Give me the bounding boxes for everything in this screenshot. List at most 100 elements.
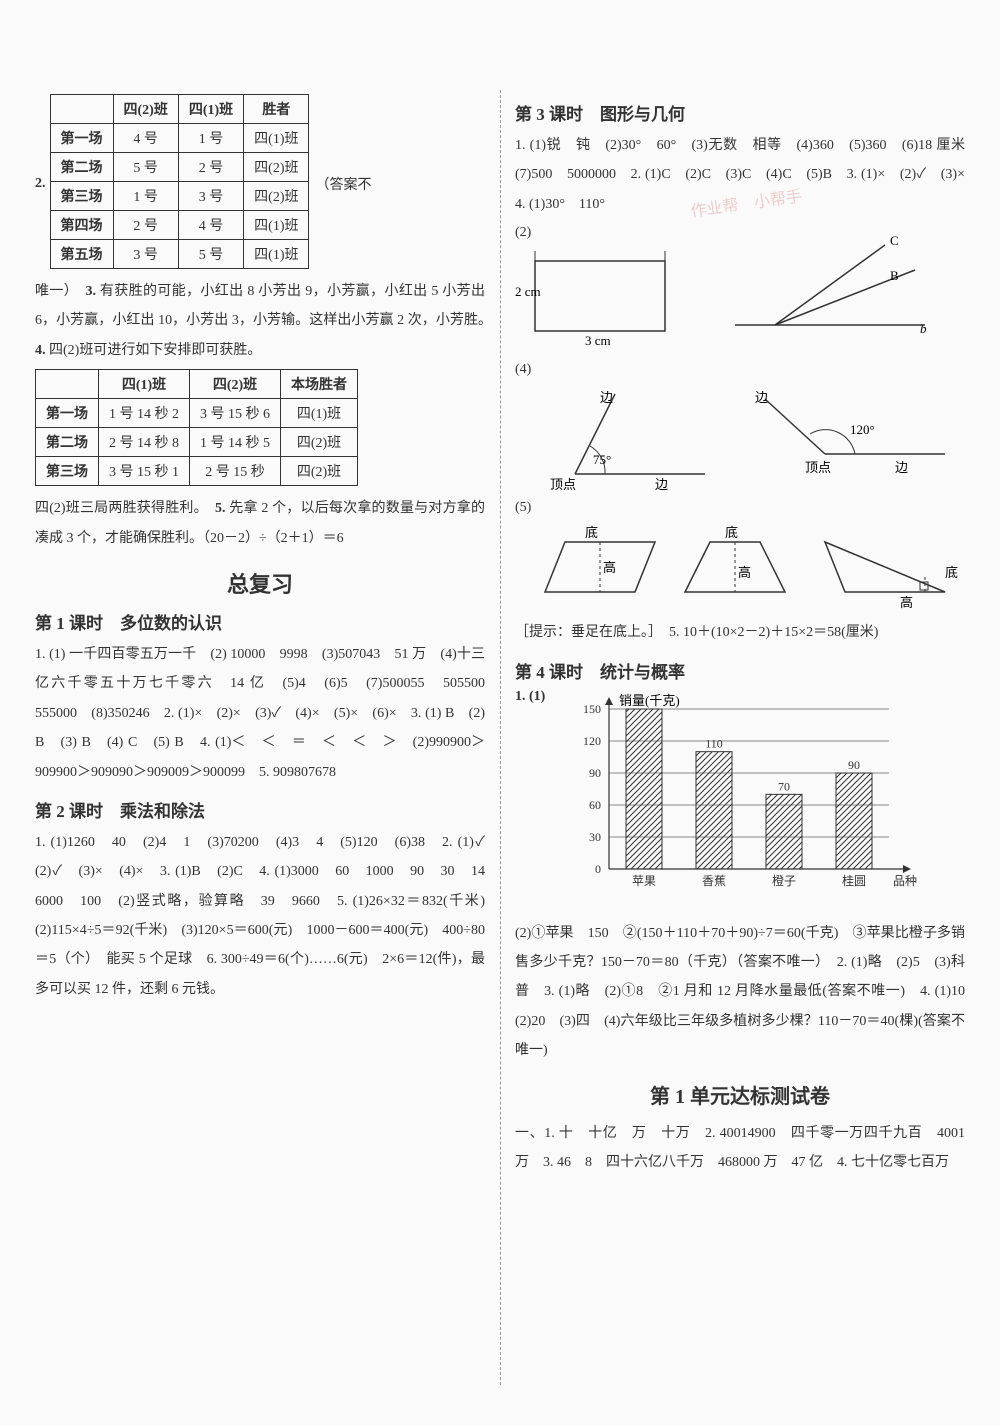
sec1-title: 第 1 课时 多位数的认识: [35, 609, 485, 634]
table-1: 四(2)班 四(1)班 胜者 第一场4 号1 号四(1)班 第二场5 号2 号四…: [50, 94, 310, 269]
svg-text:30: 30: [589, 830, 601, 844]
t1c: 第二场: [50, 153, 113, 182]
rect-diagram: (2) 3 cm 2 cm: [515, 225, 715, 356]
page: 2. 四(2)班 四(1)班 胜者 第一场4 号1 号四(1)班 第二场5 号2…: [0, 0, 1000, 1425]
q2-label: 2.: [35, 176, 46, 192]
t1c: 3 号: [113, 240, 178, 269]
a75r: 边: [655, 477, 668, 492]
t1c: 第三场: [50, 182, 113, 211]
t1-h1: 四(2)班: [113, 95, 178, 124]
p2a: 四(2)班三局两胜获得胜利。: [35, 501, 215, 516]
svg-text:高: 高: [900, 595, 913, 610]
t1c: 四(1)班: [244, 124, 309, 153]
t1c: 第一场: [50, 124, 113, 153]
t2c: 四(2)班: [281, 457, 358, 486]
p1c: 四(2)班可进行如下安排即可获胜。: [49, 343, 261, 358]
t2c: 1 号 14 秒 2: [99, 399, 190, 428]
svg-text:0: 0: [595, 862, 601, 876]
t2c: 第一场: [36, 399, 99, 428]
q2-sub: (2): [515, 225, 715, 241]
sec3-title: 第 3 课时 图形与几何: [515, 100, 965, 125]
t2c: 2 号 14 秒 8: [99, 428, 190, 457]
q5-sub: (5): [515, 500, 965, 516]
t1c: 3 号: [178, 182, 243, 211]
main-heading: 总复习: [35, 567, 485, 599]
angle-svg: C B b: [715, 225, 935, 345]
svg-text:底: 底: [945, 565, 958, 580]
t2c: 四(2)班: [281, 428, 358, 457]
svg-text:120: 120: [583, 734, 601, 748]
t1c: 四(2)班: [244, 182, 309, 211]
trap-shape: 底 高: [665, 522, 805, 612]
rect-w: 3 cm: [585, 333, 611, 348]
sec2-title: 第 2 课时 乘法和除法: [35, 797, 485, 822]
sec2-body: 1. (1)1260 40 (2)4 1 (3)70200 (4)3 4 (5)…: [35, 828, 485, 1004]
t2c: 1 号 14 秒 5: [190, 428, 281, 457]
t1c: 4 号: [113, 124, 178, 153]
tri-shape: 底 高: [805, 522, 965, 612]
t1c: 5 号: [113, 153, 178, 182]
para-shape: 底 高: [515, 522, 665, 612]
left-column: 2. 四(2)班 四(1)班 胜者 第一场4 号1 号四(1)班 第二场5 号2…: [20, 90, 500, 1385]
a75t: 边: [600, 390, 613, 405]
table-2: 四(1)班 四(2)班 本场胜者 第一场1 号 14 秒 23 号 15 秒 6…: [35, 369, 358, 486]
t2-h2: 四(2)班: [190, 370, 281, 399]
a120: 120°: [850, 422, 875, 437]
chart-row: 1. (1) 销量(千克)0306090120150苹果110香蕉70橙子90桂…: [515, 689, 965, 919]
bar-chart: 销量(千克)0306090120150苹果110香蕉70橙子90桂圆品种: [553, 689, 933, 919]
unit1-body: 一、1. 十 十亿 万 十万 2. 40014900 四千零一万四千九百 400…: [515, 1119, 965, 1178]
svg-text:销量(千克): 销量(千克): [619, 693, 680, 708]
svg-text:品种: 品种: [893, 874, 917, 888]
t2c: 3 号 15 秒 1: [99, 457, 190, 486]
q4: 4.: [35, 343, 49, 358]
lblB: B: [890, 268, 899, 283]
svg-text:90: 90: [848, 758, 860, 772]
sec4-body: (2)①苹果 150 ②(150＋110＋70＋90)÷7＝60(千克) ③苹果…: [515, 919, 965, 1066]
q3: 3.: [85, 284, 99, 299]
p1b: 有获胜的可能，小红出 8 小芳出 9，小芳赢，小红出 5 小芳出 6，小芳赢，小…: [35, 284, 499, 328]
t2-h0: [36, 370, 99, 399]
column-divider: [500, 90, 501, 1385]
rect-svg: 3 cm 2 cm: [515, 241, 705, 351]
t2c: 3 号 15 秒 6: [190, 399, 281, 428]
svg-text:110: 110: [706, 736, 724, 750]
t1c: 1 号: [178, 124, 243, 153]
svg-text:苹果: 苹果: [632, 874, 656, 888]
svg-text:高: 高: [738, 565, 751, 580]
unit1-title: 第 1 单元达标测试卷: [515, 1080, 965, 1109]
svg-text:60: 60: [589, 798, 601, 812]
t1c: 四(1)班: [244, 240, 309, 269]
angle120-svg: 120° 边 顶点 边: [725, 384, 955, 494]
angle75-svg: 75° 边 顶点 边: [515, 384, 725, 494]
t1c: 四(2)班: [244, 153, 309, 182]
sec4-title: 第 4 课时 统计与概率: [515, 658, 965, 683]
diagram-row-5: 底 高 底 高 底 高: [515, 522, 965, 612]
a120l: 顶点: [805, 460, 831, 475]
q4-sub: (4): [515, 362, 965, 378]
svg-text:高: 高: [603, 560, 616, 575]
para-2: 四(2)班三局两胜获得胜利。 5. 先拿 2 个，以后每次拿的数量与对方拿的凑成…: [35, 494, 485, 553]
p1a: 唯一）: [35, 284, 85, 299]
svg-text:桂圆: 桂圆: [842, 873, 866, 888]
lblb: b: [920, 321, 927, 336]
t2-h1: 四(1)班: [99, 370, 190, 399]
q2-block: 2. 四(2)班 四(1)班 胜者 第一场4 号1 号四(1)班 第二场5 号2…: [35, 90, 485, 277]
t1c: 1 号: [113, 182, 178, 211]
t1-h2: 四(1)班: [178, 95, 243, 124]
right-column: 第 3 课时 图形与几何 1. (1)锐 钝 (2)30° 60° (3)无数 …: [500, 90, 980, 1385]
table1-note: （答案不: [315, 174, 371, 194]
t2c: 第三场: [36, 457, 99, 486]
svg-text:底: 底: [725, 525, 738, 540]
q5: 5.: [215, 501, 229, 516]
t1-h3: 胜者: [244, 95, 309, 124]
t2c: 2 号 15 秒: [190, 457, 281, 486]
a120t: 边: [755, 390, 768, 405]
sec1-body: 1. (1) 一千四百零五万一千 (2) 10000 9998 (3)50704…: [35, 640, 485, 787]
t1c: 5 号: [178, 240, 243, 269]
t1c: 2 号: [113, 211, 178, 240]
diagram-row-4: 75° 边 顶点 边 120° 边 顶点 边: [515, 384, 965, 494]
chart-q: 1. (1): [515, 689, 545, 705]
svg-text:底: 底: [585, 525, 598, 540]
svg-text:150: 150: [583, 702, 601, 716]
svg-text:橙子: 橙子: [772, 873, 796, 888]
